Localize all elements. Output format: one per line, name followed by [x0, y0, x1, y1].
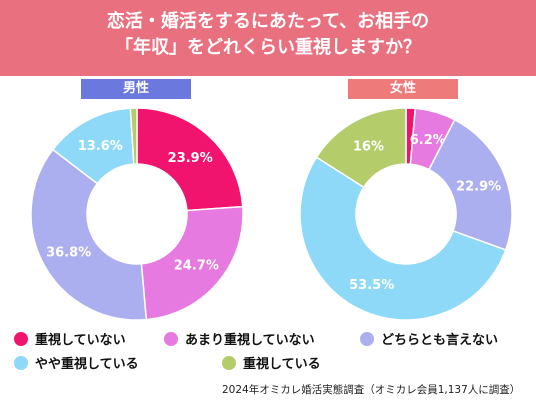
male-donut-chart: 23.9% 24.7% 36.8% 13.6%: [30, 107, 244, 321]
female-donut-chart: 6.2% 22.9% 53.5% 16%: [299, 107, 513, 321]
legend-swatch: [14, 332, 28, 346]
donut-slice: [30, 148, 148, 321]
legend-label: 重視していない: [35, 333, 126, 348]
donut-slice: [140, 205, 244, 321]
legend-swatch: [360, 332, 374, 346]
slice-value-label: 53.5%: [349, 278, 394, 293]
legend-item-important: 重視している: [222, 356, 321, 374]
legend-label: やや重視している: [35, 357, 139, 372]
legend-item-somewhat-important: やや重視している: [14, 356, 139, 374]
donut-slice: [129, 107, 138, 165]
legend-item-not-important: 重視していない: [14, 332, 126, 350]
legend-label: 重視している: [243, 357, 321, 372]
slice-value-label: 13.6%: [78, 139, 123, 154]
slice-value-label: 16%: [353, 140, 384, 155]
legend-label: あまり重視していない: [185, 333, 315, 348]
slice-value-label: 23.9%: [168, 151, 213, 166]
legend-label: どちらとも言えない: [381, 333, 499, 348]
chart-header: 恋活・婚活をするにあたって、お相手の 「年収」をどれくらい重視しますか？: [0, 0, 536, 76]
female-group-label: 女性: [348, 79, 458, 99]
legend-swatch: [164, 332, 178, 346]
legend-swatch: [222, 356, 236, 370]
donut-slice: [315, 107, 407, 189]
donut-slice: [136, 107, 244, 212]
slice-value-label: 36.8%: [46, 246, 91, 261]
male-group-label: 男性: [81, 79, 191, 99]
legend-swatch: [14, 356, 28, 370]
slice-value-label: 24.7%: [174, 259, 219, 274]
legend-item-neutral: どちらとも言えない: [360, 332, 498, 350]
title-line-1: 恋活・婚活をするにあたって、お相手の: [106, 11, 430, 32]
donut-slice: [299, 156, 507, 321]
donut-slice: [427, 118, 513, 251]
slice-value-label: 6.2%: [410, 133, 446, 148]
title-line-2: 「年収」をどれくらい重視しますか？: [115, 37, 421, 58]
source-note: 2024年オミカレ婚活実態調査（オミカレ会員1,137人に調査）: [222, 384, 521, 396]
legend-item-not-very-important: あまり重視していない: [164, 332, 315, 350]
slice-value-label: 22.9%: [456, 180, 501, 195]
